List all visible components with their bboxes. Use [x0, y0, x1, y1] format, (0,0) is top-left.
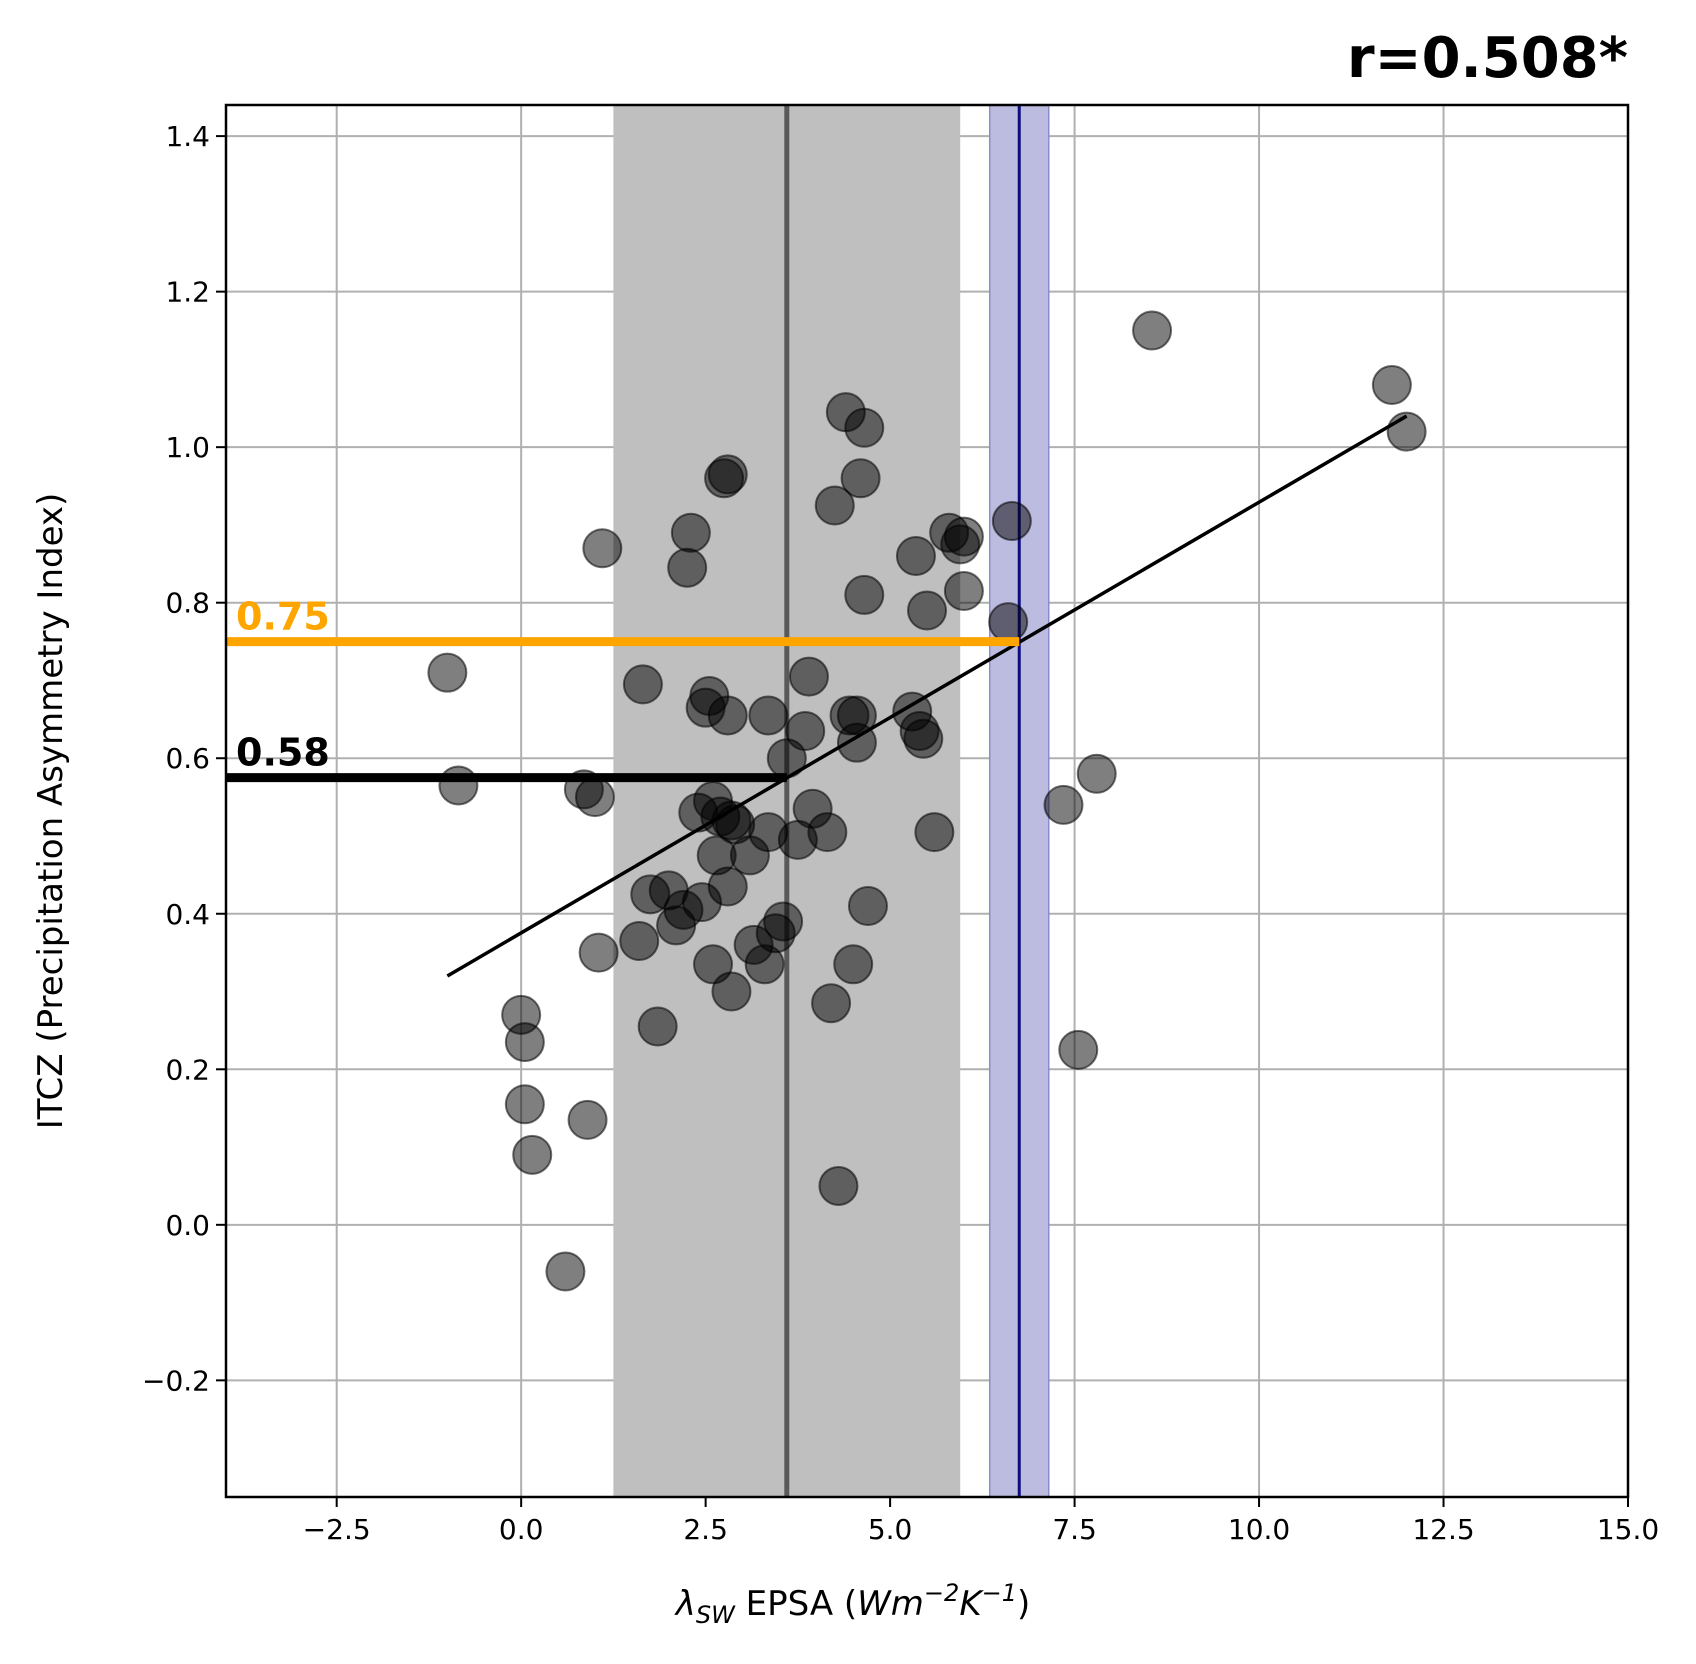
data-point-72: [991, 501, 1032, 542]
data-point-15: [637, 1006, 678, 1047]
x-tick-label-0: −2.5: [303, 1513, 371, 1546]
data-point-11: [582, 528, 623, 569]
y-tick-label-5: 0.8: [165, 587, 210, 620]
data-point-70: [943, 571, 984, 612]
x-axis-subscript: SW: [696, 1601, 736, 1629]
data-point-30: [707, 454, 748, 495]
x-tick-label-4: 7.5: [1052, 1513, 1097, 1546]
y-tick-label-3: 0.4: [165, 898, 210, 931]
y-tick-label-7: 1.2: [165, 276, 210, 309]
data-point-69: [943, 516, 984, 557]
tick-labels: −2.5 0.0 2.5 5.0 7.5 10.0 12.5 15.0 −0.2 0.0 0.2 0.…: [142, 120, 1659, 1546]
data-point-50: [814, 485, 855, 526]
y-tick-label-1: 0.0: [165, 1209, 210, 1242]
y-tick-label-0: −0.2: [142, 1364, 210, 1397]
data-point-45: [785, 711, 826, 752]
y-tick-label-8: 1.4: [165, 120, 210, 153]
data-point-77: [1371, 364, 1412, 405]
data-point-3: [504, 1022, 545, 1063]
data-point-57: [840, 458, 881, 499]
data-point-78: [1386, 411, 1427, 452]
y-tick-label-2: 0.2: [165, 1053, 210, 1086]
chart-title: r=0.508*: [1347, 26, 1628, 91]
data-point-74: [1058, 1029, 1099, 1070]
data-point-65: [907, 590, 947, 631]
data-point-5: [512, 1134, 553, 1175]
data-point-76: [1132, 310, 1173, 351]
data-point-49: [811, 983, 852, 1024]
x-tick-label-5: 10.0: [1228, 1513, 1290, 1546]
data-point-1: [438, 765, 479, 806]
data-point-64: [903, 718, 944, 759]
plot-frame: [224, 103, 1630, 1499]
data-point-54: [833, 944, 874, 985]
data-point-39: [748, 695, 789, 736]
data-point-0: [427, 652, 468, 693]
x-tick-label-1: 0.0: [499, 1513, 544, 1546]
data-point-66: [914, 812, 955, 853]
constraint-label-1: 0.58: [236, 731, 330, 775]
data-point-51: [818, 1165, 859, 1206]
x-axis-text: EPSA (: [735, 1584, 857, 1624]
data-point-32: [707, 866, 748, 907]
data-point-58: [844, 407, 885, 448]
data-point-60: [847, 885, 888, 926]
data-point-75: [1076, 753, 1117, 794]
x-axis-symbol: λ: [674, 1584, 696, 1624]
data-point-46: [788, 656, 829, 697]
data-point-12: [622, 664, 663, 705]
y-axis-label: ITCZ (Precipitation Asymmetry Index): [31, 493, 71, 1130]
data-point-4: [504, 1084, 545, 1125]
x-tick-label-3: 5.0: [868, 1513, 913, 1546]
data-point-19: [667, 547, 708, 588]
data-point-31: [707, 695, 748, 736]
y-tick-label-6: 1.0: [165, 431, 210, 464]
x-tick-label-2: 2.5: [683, 1513, 728, 1546]
reference-lines: 0.75 0.58: [226, 414, 1408, 978]
data-point-10: [578, 932, 619, 973]
data-point-13: [619, 920, 660, 961]
data-point-33: [711, 971, 752, 1012]
data-point-59: [844, 574, 885, 615]
regression-line: [446, 414, 1408, 978]
data-point-62: [895, 536, 936, 577]
x-axis-label: λSW EPSA (Wm−2K−1): [674, 1579, 1031, 1629]
data-point-73: [1043, 784, 1084, 825]
shaded-bands: [613, 104, 1050, 1498]
data-point-20: [670, 512, 711, 553]
data-point-7: [567, 1099, 608, 1140]
data-point-9: [574, 777, 615, 818]
x-tick-label-6: 12.5: [1412, 1513, 1474, 1546]
data-point-56: [836, 695, 877, 736]
data-point-71: [988, 602, 1029, 643]
y-tick-label-4: 0.6: [165, 742, 210, 775]
plot-border: [224, 103, 1630, 1499]
x-axis-unit-mid: K: [959, 1584, 984, 1624]
data-point-6: [545, 1251, 586, 1292]
x-axis-unit-exp2: −1: [982, 1579, 1017, 1607]
constraint-label-0: 0.75: [236, 595, 330, 639]
data-point-42: [763, 901, 804, 942]
data-point-48: [807, 812, 848, 853]
x-axis-unit-exp1: −2: [924, 1579, 959, 1607]
x-axis-unit-base: Wm: [857, 1584, 924, 1624]
x-tick-label-7: 15.0: [1597, 1513, 1659, 1546]
scatter-points: [427, 310, 1427, 1292]
x-axis-close: ): [1017, 1584, 1030, 1624]
